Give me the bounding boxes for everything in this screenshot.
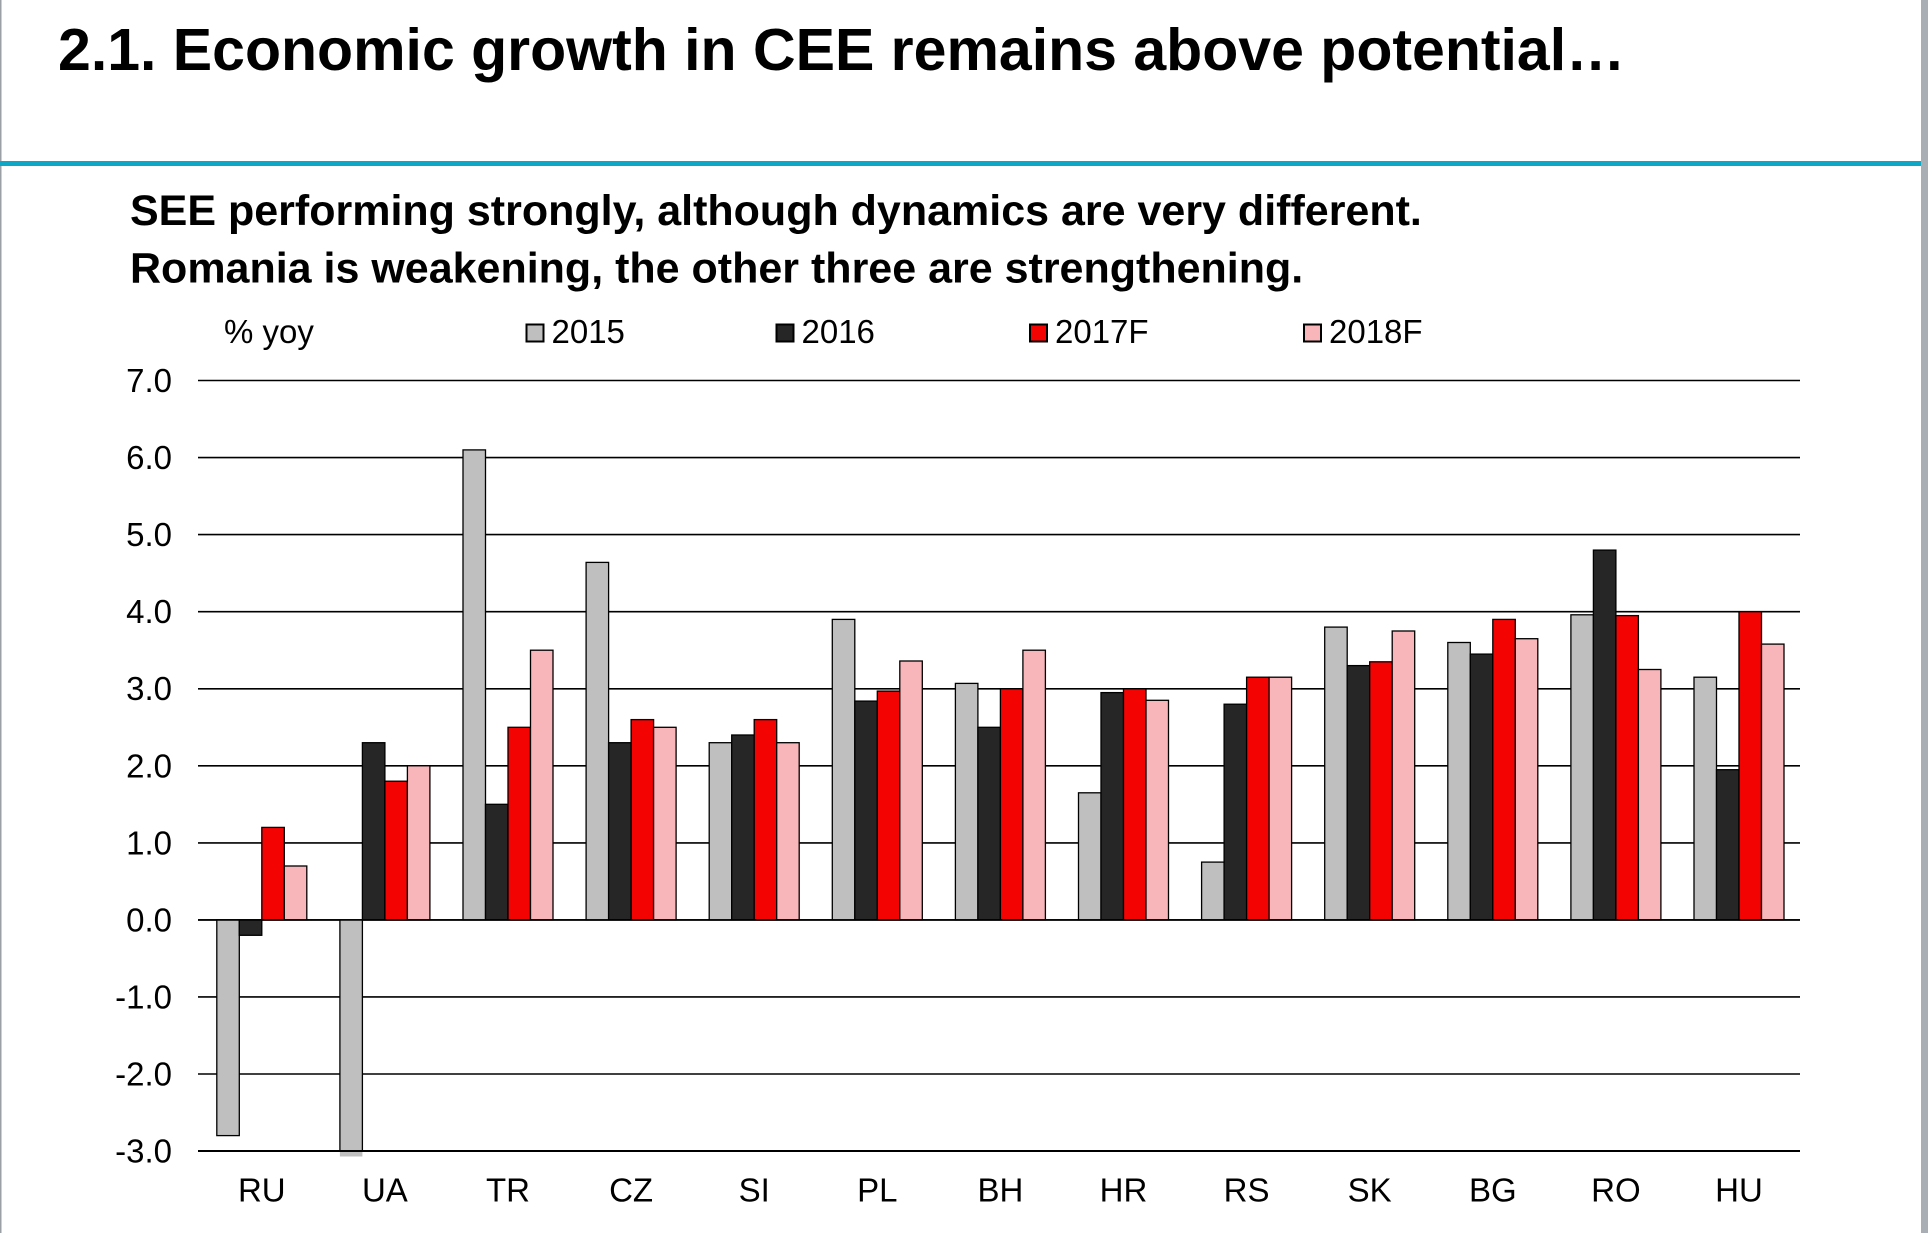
svg-text:TR: TR <box>486 1172 530 1209</box>
svg-text:Romania is weakening, the othe: Romania is weakening, the other three ar… <box>130 245 1303 293</box>
svg-text:7.0: 7.0 <box>126 362 172 399</box>
svg-text:% yoy: % yoy <box>224 313 314 350</box>
svg-text:RS: RS <box>1224 1172 1270 1209</box>
svg-text:BG: BG <box>1469 1172 1517 1209</box>
svg-text:2015: 2015 <box>552 313 625 350</box>
svg-text:2016: 2016 <box>802 313 875 350</box>
svg-text:2017F: 2017F <box>1055 313 1149 350</box>
svg-text:SK: SK <box>1348 1172 1392 1209</box>
svg-text:2.1. Economic growth in CEE re: 2.1. Economic growth in CEE remains abov… <box>58 17 1625 83</box>
svg-text:-2.0: -2.0 <box>115 1056 172 1093</box>
svg-text:HU: HU <box>1715 1172 1763 1209</box>
svg-text:2018F: 2018F <box>1329 313 1423 350</box>
svg-text:5.0: 5.0 <box>126 516 172 553</box>
svg-text:PL: PL <box>857 1172 897 1209</box>
svg-text:RU: RU <box>238 1172 286 1209</box>
svg-text:6.0: 6.0 <box>126 439 172 476</box>
svg-text:CZ: CZ <box>609 1172 653 1209</box>
svg-text:1.0: 1.0 <box>126 824 172 861</box>
svg-text:HR: HR <box>1100 1172 1148 1209</box>
svg-text:SEE performing strongly, altho: SEE performing strongly, although dynami… <box>130 187 1422 235</box>
svg-text:4.0: 4.0 <box>126 593 172 630</box>
svg-text:0.0: 0.0 <box>126 901 172 938</box>
svg-text:BH: BH <box>977 1172 1023 1209</box>
svg-text:2.0: 2.0 <box>126 747 172 784</box>
svg-text:UA: UA <box>362 1172 408 1209</box>
svg-text:RO: RO <box>1591 1172 1641 1209</box>
svg-text:-1.0: -1.0 <box>115 978 172 1015</box>
svg-text:SI: SI <box>739 1172 770 1209</box>
svg-text:-3.0: -3.0 <box>115 1133 172 1170</box>
svg-text:3.0: 3.0 <box>126 670 172 707</box>
